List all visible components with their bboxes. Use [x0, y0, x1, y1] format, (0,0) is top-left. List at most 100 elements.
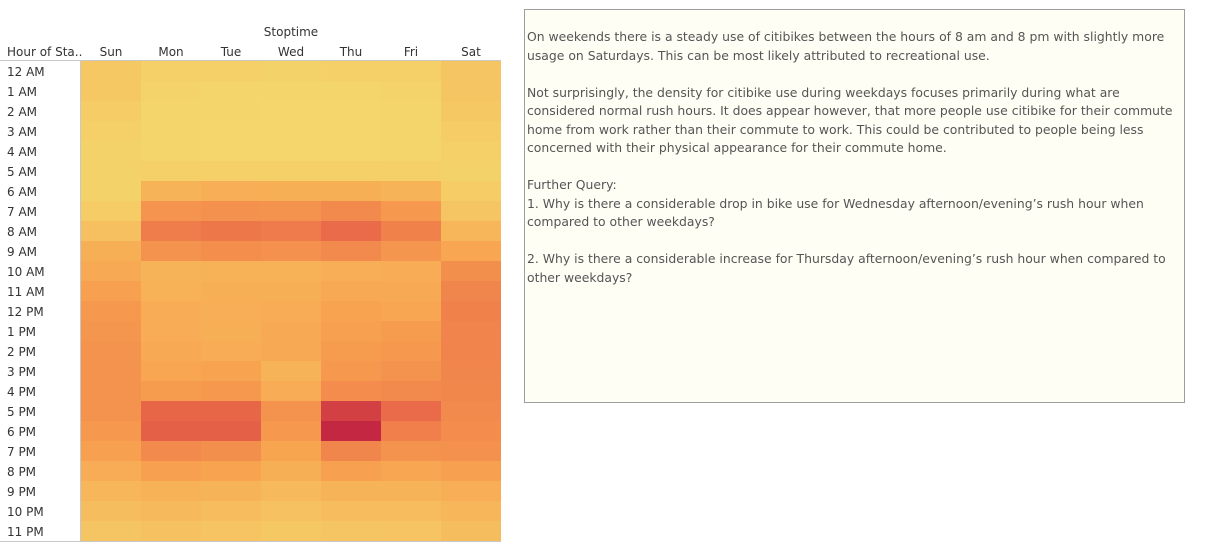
heatmap-cell[interactable]	[321, 221, 381, 241]
heatmap-cell[interactable]	[441, 481, 501, 501]
heatmap-cell[interactable]	[261, 301, 321, 321]
heatmap-cell[interactable]	[201, 461, 261, 481]
heatmap-cell[interactable]	[441, 261, 501, 281]
heatmap-cell[interactable]	[81, 221, 141, 241]
heatmap-cell[interactable]	[321, 241, 381, 261]
heatmap-cell[interactable]	[81, 521, 141, 541]
heatmap-cell[interactable]	[201, 101, 261, 121]
heatmap-cell[interactable]	[81, 481, 141, 501]
heatmap-cell[interactable]	[321, 261, 381, 281]
heatmap-cell[interactable]	[381, 341, 441, 361]
heatmap-cell[interactable]	[141, 161, 201, 181]
heatmap-cell[interactable]	[141, 341, 201, 361]
heatmap-cell[interactable]	[261, 101, 321, 121]
heatmap-cell[interactable]	[141, 381, 201, 401]
heatmap-cell[interactable]	[441, 301, 501, 321]
heatmap-cell[interactable]	[261, 61, 321, 81]
heatmap-cell[interactable]	[81, 361, 141, 381]
heatmap-cell[interactable]	[141, 401, 201, 421]
heatmap-cell[interactable]	[261, 121, 321, 141]
heatmap-cell[interactable]	[141, 501, 201, 521]
heatmap-cell[interactable]	[261, 201, 321, 221]
heatmap-cell[interactable]	[201, 181, 261, 201]
heatmap-cell[interactable]	[321, 161, 381, 181]
heatmap-cell[interactable]	[381, 261, 441, 281]
heatmap-cell[interactable]	[81, 421, 141, 441]
heatmap-cell[interactable]	[201, 161, 261, 181]
heatmap-cell[interactable]	[441, 341, 501, 361]
heatmap-cell[interactable]	[321, 121, 381, 141]
heatmap-cell[interactable]	[321, 101, 381, 121]
heatmap-cell[interactable]	[201, 61, 261, 81]
heatmap-cell[interactable]	[381, 521, 441, 541]
heatmap-cell[interactable]	[201, 341, 261, 361]
heatmap-cell[interactable]	[81, 461, 141, 481]
heatmap-cell[interactable]	[81, 401, 141, 421]
heatmap-cell[interactable]	[81, 261, 141, 281]
heatmap-cell[interactable]	[81, 161, 141, 181]
heatmap-cell[interactable]	[141, 81, 201, 101]
heatmap-cell[interactable]	[141, 521, 201, 541]
heatmap-cell[interactable]	[81, 301, 141, 321]
heatmap-cell[interactable]	[261, 161, 321, 181]
heatmap-cell[interactable]	[261, 321, 321, 341]
heatmap-cell[interactable]	[441, 401, 501, 421]
heatmap-cell[interactable]	[201, 221, 261, 241]
heatmap-cell[interactable]	[321, 201, 381, 221]
heatmap-cell[interactable]	[261, 241, 321, 261]
heatmap-cell[interactable]	[381, 361, 441, 381]
heatmap-cell[interactable]	[441, 381, 501, 401]
heatmap-cell[interactable]	[381, 501, 441, 521]
heatmap-cell[interactable]	[441, 101, 501, 121]
heatmap-cell[interactable]	[381, 241, 441, 261]
heatmap-cell[interactable]	[261, 521, 321, 541]
heatmap-cell[interactable]	[141, 421, 201, 441]
heatmap-cell[interactable]	[141, 261, 201, 281]
heatmap-cell[interactable]	[141, 281, 201, 301]
heatmap-cell[interactable]	[321, 421, 381, 441]
heatmap-cell[interactable]	[321, 401, 381, 421]
heatmap-cell[interactable]	[201, 201, 261, 221]
heatmap-cell[interactable]	[381, 281, 441, 301]
heatmap-cell[interactable]	[381, 441, 441, 461]
heatmap-cell[interactable]	[141, 201, 201, 221]
heatmap-cell[interactable]	[201, 441, 261, 461]
heatmap-cell[interactable]	[321, 481, 381, 501]
heatmap-cell[interactable]	[81, 501, 141, 521]
heatmap-cell[interactable]	[81, 441, 141, 461]
heatmap-cell[interactable]	[141, 461, 201, 481]
heatmap-cell[interactable]	[141, 241, 201, 261]
heatmap-cell[interactable]	[261, 281, 321, 301]
heatmap-cell[interactable]	[441, 241, 501, 261]
heatmap-cell[interactable]	[261, 401, 321, 421]
heatmap-cell[interactable]	[201, 281, 261, 301]
heatmap-cell[interactable]	[261, 261, 321, 281]
heatmap-cell[interactable]	[81, 101, 141, 121]
heatmap-cell[interactable]	[201, 521, 261, 541]
heatmap-cell[interactable]	[441, 161, 501, 181]
heatmap-cell[interactable]	[321, 521, 381, 541]
heatmap-cell[interactable]	[201, 241, 261, 261]
heatmap-cell[interactable]	[441, 441, 501, 461]
heatmap-cell[interactable]	[201, 301, 261, 321]
heatmap-cell[interactable]	[141, 221, 201, 241]
heatmap-cell[interactable]	[141, 441, 201, 461]
heatmap-cell[interactable]	[141, 121, 201, 141]
heatmap-cell[interactable]	[261, 341, 321, 361]
heatmap-cell[interactable]	[201, 261, 261, 281]
heatmap-cell[interactable]	[441, 81, 501, 101]
heatmap-cell[interactable]	[441, 141, 501, 161]
heatmap-cell[interactable]	[441, 461, 501, 481]
heatmap-cell[interactable]	[321, 181, 381, 201]
heatmap-cell[interactable]	[441, 61, 501, 81]
heatmap-cell[interactable]	[441, 201, 501, 221]
heatmap-cell[interactable]	[141, 141, 201, 161]
heatmap-cell[interactable]	[201, 401, 261, 421]
heatmap-cell[interactable]	[441, 181, 501, 201]
heatmap-cell[interactable]	[81, 341, 141, 361]
heatmap-cell[interactable]	[381, 141, 441, 161]
heatmap-cell[interactable]	[441, 121, 501, 141]
heatmap-cell[interactable]	[201, 381, 261, 401]
heatmap-cell[interactable]	[141, 181, 201, 201]
heatmap-cell[interactable]	[81, 181, 141, 201]
